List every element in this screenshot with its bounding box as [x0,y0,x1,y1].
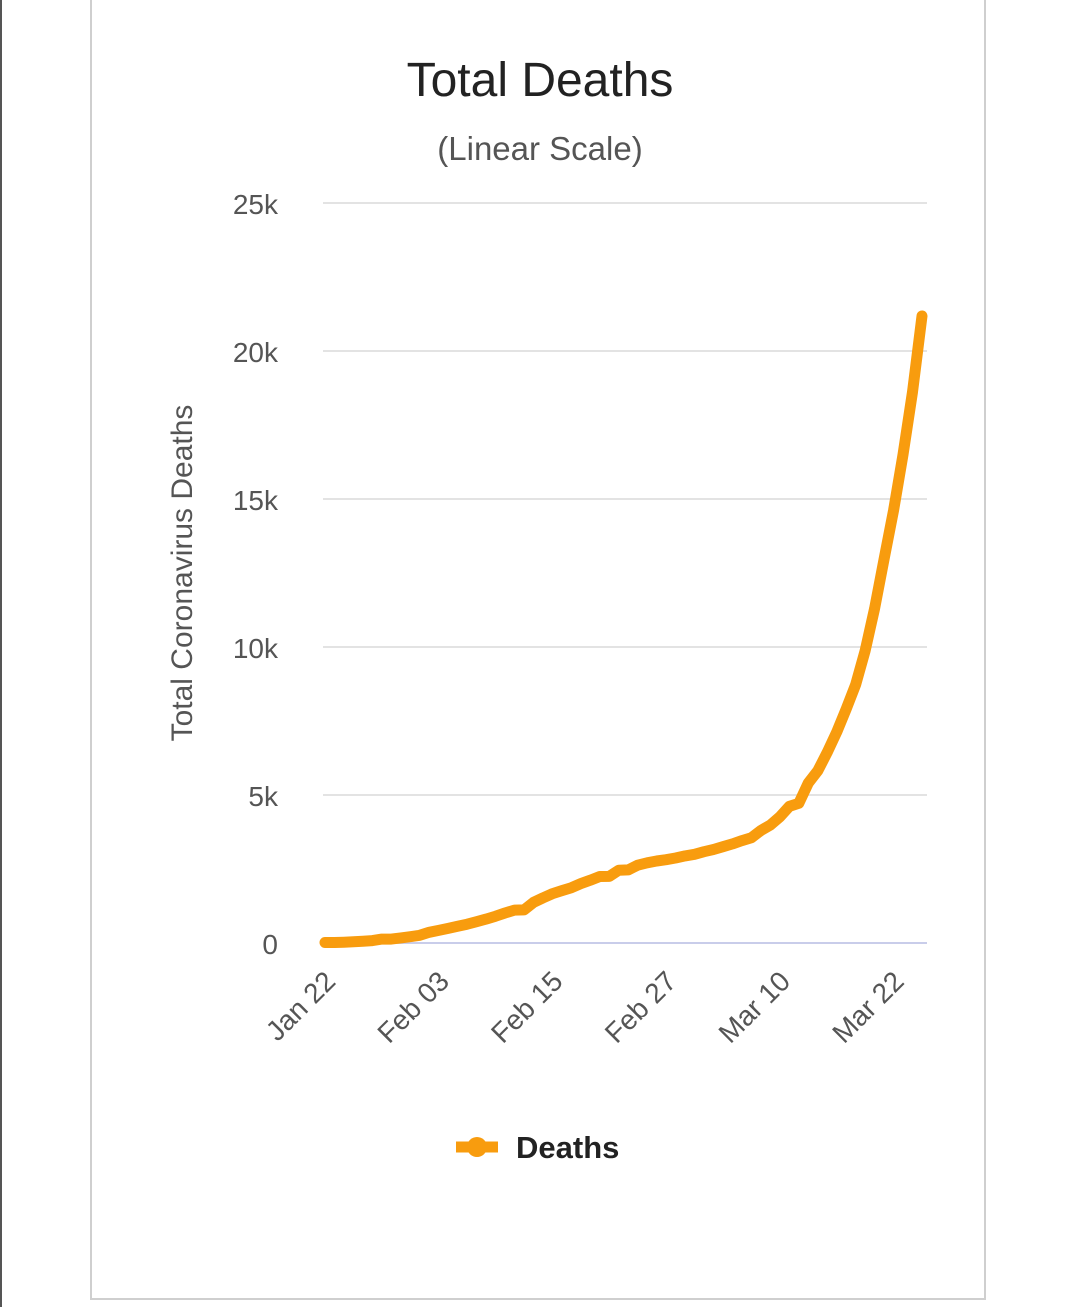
legend: Deaths [456,1130,619,1165]
x-tick-label: Feb 03 [371,965,455,1049]
chart-subtitle: (Linear Scale) [437,130,642,167]
legend-label-deaths: Deaths [516,1130,619,1165]
chart-card [90,0,986,1300]
x-tick-label: Mar 22 [826,965,910,1049]
x-tick-label: Feb 27 [599,965,683,1049]
x-tick-label: Mar 10 [713,965,797,1049]
y-tick-label: 20k [233,337,279,368]
screen-edge [0,0,2,1307]
legend-swatch-dot [467,1137,487,1157]
deaths-series-line [319,310,928,948]
y-tick-label: 5k [248,781,279,812]
y-tick-label: 0 [262,929,278,960]
y-axis-label: Total Coronavirus Deaths [166,405,199,742]
x-tick-label: Feb 15 [485,965,569,1049]
chart-title: Total Deaths [407,54,674,107]
y-tick-label: 10k [233,633,279,664]
y-tick-label: 15k [233,485,279,516]
x-tick-label: Jan 22 [260,965,341,1046]
y-tick-label: 25k [233,189,279,220]
